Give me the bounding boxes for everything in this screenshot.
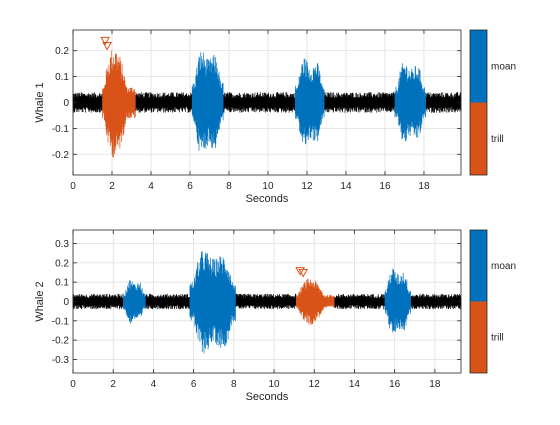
whale2-x-tick-label: 18 <box>429 379 441 390</box>
whale2-panel: 0 2 4 6 8 10 12 14 16 18 -0.3 -0.2 -0.1 0 0.1 0.2 0.3 S… <box>34 229 516 403</box>
whale2-moan-segment-2 <box>189 251 236 354</box>
whale1-trill-peak-marker-2 <box>102 42 112 51</box>
whale2-y-tick-label: 0.3 <box>55 239 69 250</box>
whale2-moan-segment-1 <box>123 280 146 324</box>
whale1-legend-moan-swatch <box>470 30 487 103</box>
whale1-x-tick-label: 8 <box>226 181 232 192</box>
whale2-x-tick-label: 0 <box>70 379 76 390</box>
whale2-x-tick-label: 4 <box>151 379 157 390</box>
whale2-y-axis-label: Whale 2 <box>34 281 46 321</box>
whale1-y-tick-label: 0.1 <box>55 72 69 83</box>
whale2-x-tick-label: 14 <box>349 379 361 390</box>
whale2-x-tick-label: 2 <box>110 379 116 390</box>
whale1-legend-trill-label: trill <box>491 134 504 145</box>
whale1-x-tick-label: 6 <box>187 181 193 192</box>
whale2-legend-moan-swatch <box>470 230 487 302</box>
whale1-moan-segment-4 <box>394 63 426 142</box>
whale1-x-tick-label: 18 <box>418 181 430 192</box>
whale1-y-tick-label: -0.1 <box>52 124 70 135</box>
whale1-x-tick-label: 12 <box>301 181 313 192</box>
whale2-legend-moan-label: moan <box>491 261 516 272</box>
whale2-trill-segment-3 <box>295 278 335 325</box>
whale1-x-tick-label: 14 <box>340 181 352 192</box>
whale1-y-ticks: -0.2 -0.1 0 0.1 0.2 <box>52 46 461 161</box>
whale2-x-tick-label: 10 <box>268 379 280 390</box>
whale2-legend-bar: moan trill <box>469 229 516 374</box>
whale1-y-tick-label: 0.2 <box>55 46 69 57</box>
whale1-x-tick-label: 10 <box>262 181 274 192</box>
whale1-x-tick-label: 16 <box>379 181 391 192</box>
whale2-signal <box>72 251 462 354</box>
whale2-x-tick-label: 16 <box>389 379 401 390</box>
whale1-legend-frame <box>469 29 488 176</box>
whale2-y-ticks: -0.3 -0.2 -0.1 0 0.1 0.2 0.3 <box>52 239 461 366</box>
whale1-y-tick-label: -0.2 <box>52 150 70 161</box>
whale1-panel: 0 2 4 6 8 10 12 14 16 18 -0.2-0.100.10.2 Seconds … <box>34 29 516 205</box>
whale2-x-tick-label: 8 <box>231 379 237 390</box>
whale1-x-axis-label: Seconds <box>246 193 289 205</box>
whale1-y-axis-label: Whale 1 <box>34 82 46 122</box>
whale1-legend-trill-swatch <box>470 102 487 175</box>
whale2-y-tick-label: 0.2 <box>55 258 69 269</box>
whale1-x-tick-label: 0 <box>70 181 76 192</box>
whale2-x-tick-label: 12 <box>309 379 321 390</box>
whale1-x-tick-label: 2 <box>109 181 115 192</box>
whale2-y-tick-label: -0.3 <box>52 355 70 366</box>
whale2-y-tick-label: 0.1 <box>55 278 69 289</box>
whale1-x-ticks: 0 2 4 6 8 10 12 14 16 18 <box>70 30 430 192</box>
whale2-trill-peak-marker-1 <box>295 267 306 276</box>
whale1-x-tick-label: 4 <box>148 181 154 192</box>
whale1-y-tick-label: 0 <box>63 98 69 109</box>
whale1-trill-segment-1 <box>102 50 136 158</box>
whale1-moan-segment-2 <box>191 52 224 151</box>
whale1-legend-bar: moan trill <box>469 29 516 176</box>
whale2-legend-trill-swatch <box>470 301 487 373</box>
whale2-x-tick-label: 6 <box>191 379 197 390</box>
whale2-y-tick-label: 0 <box>63 297 69 308</box>
whale1-moan-segment-3 <box>295 58 325 145</box>
whale2-x-axis-label: Seconds <box>246 391 289 403</box>
whale2-x-ticks: 0 2 4 6 8 10 12 14 16 18 <box>70 230 441 390</box>
whale2-y-tick-label: -0.2 <box>52 336 70 347</box>
whale1-trill-peak-marker-1 <box>100 36 111 46</box>
whale1-signal <box>72 36 462 158</box>
whale1-legend-moan-label: moan <box>491 61 516 72</box>
whale2-y-tick-label: -0.1 <box>52 316 70 327</box>
whale2-legend-frame <box>469 229 488 374</box>
whale2-moan-segment-4 <box>384 268 411 333</box>
whale2-legend-trill-label: trill <box>491 332 504 343</box>
whale2-trill-peak-marker-2 <box>298 269 309 278</box>
